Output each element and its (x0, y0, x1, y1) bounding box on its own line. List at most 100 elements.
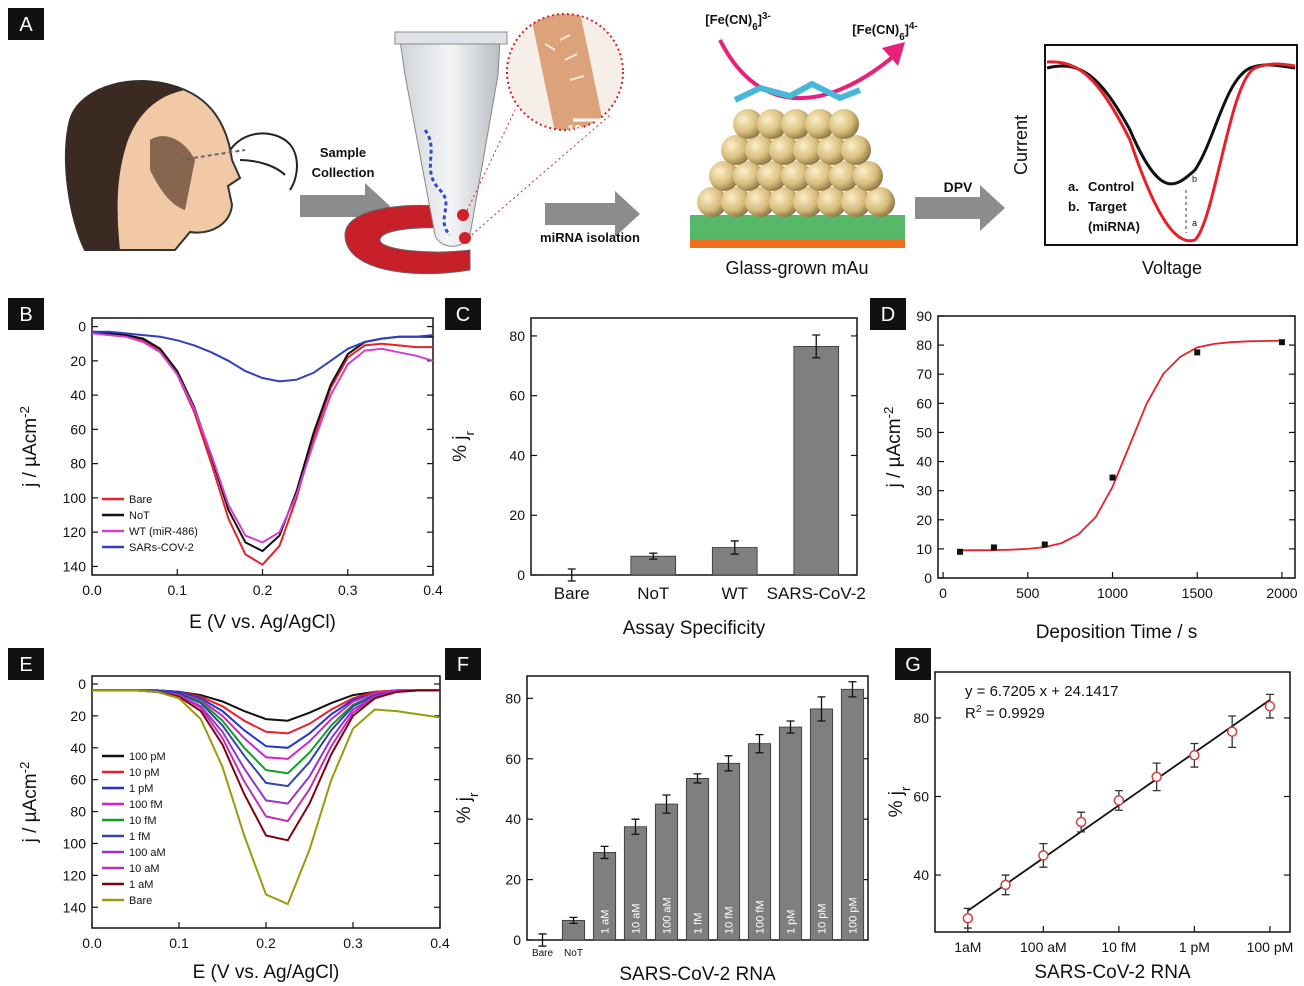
figure: A Sample Collection miRNA isolation 10 n… (0, 0, 1304, 986)
x-tick-label: 0.2 (253, 582, 273, 598)
y-tick-label: 0 (517, 567, 525, 583)
y-tick-label: 80 (70, 804, 86, 820)
mini-legend: a. (1068, 179, 1079, 194)
x-category-label: 100 aM (662, 897, 674, 934)
step-label: Sample (320, 145, 366, 160)
x-tick-label: 1000 (1097, 585, 1128, 601)
y-axis-label: % jr (450, 431, 477, 462)
peak-label: a (1192, 218, 1197, 228)
panel-a: A Sample Collection miRNA isolation 10 n… (8, 8, 1297, 278)
y-axis-label: j / µAcm-2 (17, 762, 42, 844)
mini-legend: Target (1088, 199, 1127, 214)
x-axis-label: SARS-CoV-2 RNA (619, 964, 776, 985)
x-category-label: 1 fM (693, 913, 705, 934)
y-tick-label: 0 (78, 319, 86, 335)
y-tick-label: 20 (916, 512, 932, 528)
legend-label: 10 aM (129, 863, 160, 875)
tube-cap (395, 32, 507, 44)
y-tick-label: 50 (916, 424, 932, 440)
y-tick-label: 140 (63, 558, 87, 574)
peak-label: b (1192, 174, 1197, 184)
page: { "panel_a": { "label": "A", "sample_col… (0, 0, 1304, 986)
point (1001, 880, 1010, 889)
y-tick-label: 20 (505, 872, 521, 888)
y-tick-label: 0 (924, 570, 932, 586)
mini-plot (1045, 45, 1297, 245)
annotation-part: = 0.9929 (982, 705, 1045, 722)
y-tick-label: 40 (509, 447, 525, 463)
ion-part: [Fe(CN) (705, 12, 752, 27)
panel-label: B (19, 304, 32, 326)
line-series (92, 690, 440, 733)
y-tick-label: 20 (70, 708, 86, 724)
zoom (505, 12, 625, 132)
legend-label: NoT (129, 510, 150, 522)
y-tick-label: 60 (70, 421, 86, 437)
legend-label: 1 pM (129, 783, 153, 795)
x-tick-label: 0.0 (82, 582, 102, 598)
chart-panel: E0204060801001201400.00.10.20.30.4E (V v… (8, 648, 450, 983)
x-category-label: NoT (564, 948, 583, 959)
legend-label: 100 fM (129, 799, 163, 811)
bead (459, 232, 471, 244)
point (1228, 727, 1237, 736)
mini-ylabel: Current (1011, 115, 1031, 175)
gold-sphere (841, 135, 871, 165)
point (1152, 772, 1161, 781)
y-tick-label: 80 (916, 337, 932, 353)
x-category-label: SARS-CoV-2 (767, 584, 866, 603)
y-tick-label: 80 (505, 690, 521, 706)
legend-label: Bare (129, 895, 152, 907)
y-axis-label-part: j / µAcm (884, 418, 905, 488)
mini-legend: Control (1088, 179, 1134, 194)
point (1265, 702, 1274, 711)
chart-panel: G4060801aM100 aM10 fM1 pM100 pMSARS-CoV-… (886, 648, 1293, 983)
y-axis-label-part: % j (454, 797, 475, 823)
y-axis-label: % jr (886, 786, 913, 817)
y-axis-label-part: % j (886, 791, 907, 817)
annotation-part: R (965, 705, 976, 722)
point (1279, 339, 1285, 345)
ion-part: [Fe(CN) (852, 22, 899, 37)
electrode-label: Glass-grown mAu (725, 258, 868, 278)
x-tick-label: 1aM (954, 939, 981, 955)
x-tick-label: 2000 (1266, 585, 1297, 601)
x-tick-label: 100 aM (1020, 939, 1067, 955)
x-tick-label: 0.0 (82, 935, 102, 951)
point (1039, 851, 1048, 860)
step-label: Collection (312, 165, 375, 180)
x-category-label: 10 fM (724, 906, 736, 934)
bead (457, 209, 469, 221)
line-series (92, 690, 440, 759)
legend-label: SARs-COV-2 (129, 542, 194, 554)
x-category-label: 10 aM (631, 903, 643, 934)
y-axis-label-part: r (466, 792, 481, 797)
step-label: DPV (944, 179, 973, 195)
step-label: miRNA isolation (540, 230, 640, 245)
y-axis-label-part: r (898, 786, 913, 791)
y-tick-label: 40 (70, 387, 86, 403)
point (1194, 349, 1200, 355)
y-tick-label: 0 (513, 932, 521, 948)
legend-label: 100 aM (129, 847, 166, 859)
x-category-label: 100 pM (848, 897, 860, 934)
y-tick-label: 60 (70, 772, 86, 788)
ion-part: 3- (762, 11, 771, 22)
x-tick-label: 0 (939, 585, 947, 601)
y-axis-label-part: r (462, 431, 477, 436)
x-axis-label: Deposition Time / s (1036, 622, 1198, 643)
panel-label: A (19, 14, 33, 36)
legend-label: WT (miR-486) (129, 526, 198, 538)
ion-label: [Fe(CN)6]4- (852, 21, 917, 43)
y-tick-label: 90 (916, 308, 932, 324)
x-tick-label: 0.1 (168, 582, 188, 598)
y-tick-label: 80 (509, 328, 525, 344)
x-tick-label: 500 (1016, 585, 1040, 601)
y-tick-label: 140 (63, 899, 87, 915)
point (1114, 796, 1123, 805)
y-tick-label: 40 (913, 867, 929, 883)
y-tick-label: 100 (63, 835, 87, 851)
y-tick-label: 60 (509, 388, 525, 404)
point (1042, 542, 1048, 548)
x-tick-label: 0.4 (430, 935, 450, 951)
